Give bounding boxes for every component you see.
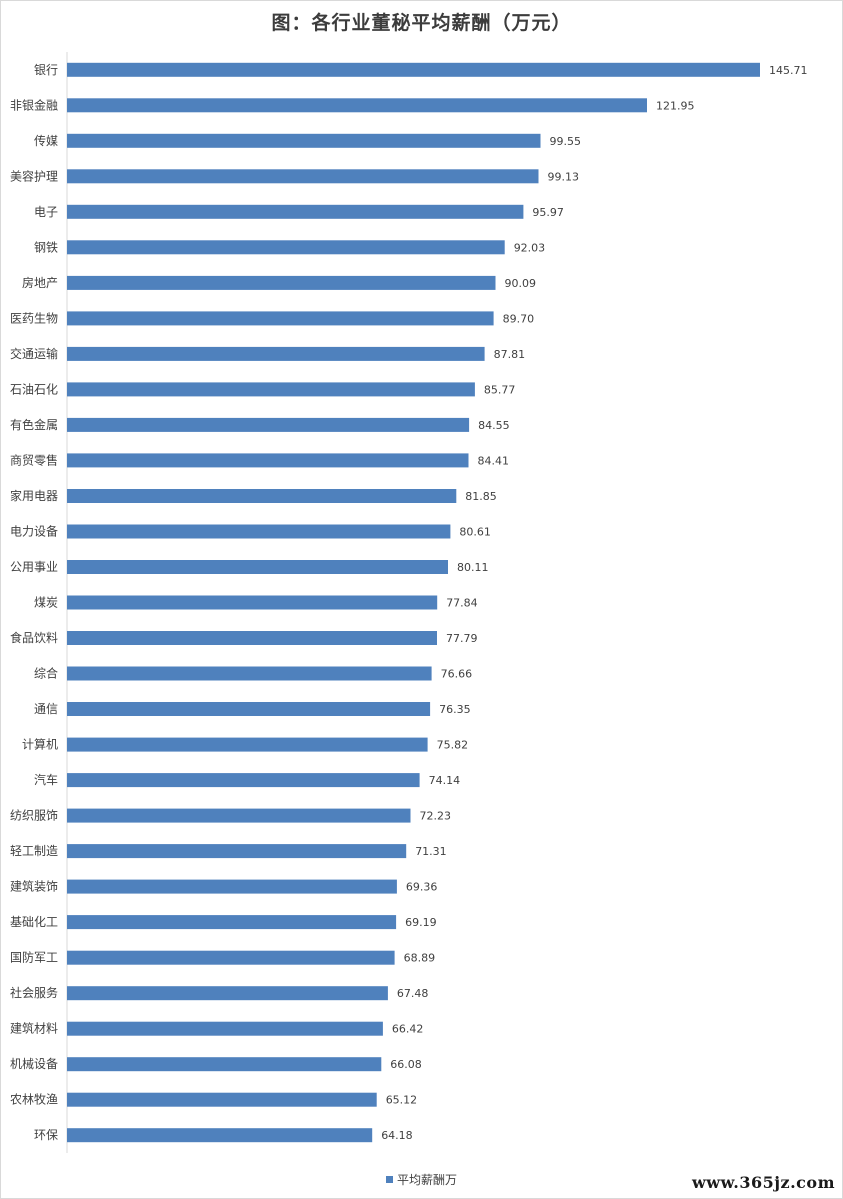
bar — [67, 62, 760, 77]
category-label: 通信 — [34, 702, 58, 716]
value-label: 65.12 — [386, 1094, 418, 1107]
value-label: 77.79 — [446, 632, 478, 645]
category-label: 非银金融 — [10, 97, 58, 112]
category-label: 公用事业 — [10, 560, 58, 574]
value-label: 81.85 — [465, 490, 497, 503]
category-label: 交通运输 — [10, 346, 58, 361]
bar — [67, 453, 469, 468]
value-label: 99.55 — [550, 135, 582, 148]
value-label: 84.41 — [478, 454, 510, 467]
bar — [67, 844, 407, 859]
value-label: 67.48 — [397, 987, 429, 1000]
category-label: 轻工制造 — [10, 844, 58, 858]
chart-title: 图：各行业董秘平均薪酬（万元） — [271, 12, 572, 34]
category-label: 计算机 — [22, 737, 58, 752]
bar — [67, 808, 411, 823]
bar — [67, 595, 438, 610]
value-label: 77.84 — [446, 597, 478, 610]
category-label: 商贸零售 — [10, 452, 58, 467]
bar — [67, 631, 437, 645]
bar — [67, 204, 524, 219]
value-label: 99.13 — [548, 170, 580, 183]
value-label: 87.81 — [494, 348, 525, 361]
category-label: 机械设备 — [10, 1056, 58, 1071]
bar — [67, 275, 496, 290]
category-label: 农林牧渔 — [10, 1093, 58, 1107]
watermark: www.365jz.com — [692, 1173, 835, 1192]
category-label: 钢铁 — [34, 240, 58, 254]
category-label: 综合 — [34, 666, 58, 681]
value-label: 84.55 — [478, 419, 510, 432]
bar — [67, 98, 647, 113]
category-label: 银行 — [34, 63, 58, 77]
category-label: 美容护理 — [10, 168, 58, 183]
category-label: 电子 — [34, 205, 58, 219]
bar — [67, 311, 494, 326]
category-label: 纺织服饰 — [10, 809, 58, 823]
bar — [67, 382, 475, 397]
value-label: 66.08 — [390, 1058, 422, 1071]
value-label: 80.11 — [457, 561, 489, 574]
category-label: 建筑装饰 — [10, 879, 58, 894]
bar — [67, 879, 397, 894]
bar — [67, 240, 505, 255]
bar — [67, 524, 451, 539]
value-label: 72.23 — [420, 810, 452, 823]
value-label: 69.36 — [406, 881, 438, 894]
value-label: 76.35 — [439, 703, 471, 716]
value-label: 68.89 — [404, 952, 436, 965]
bar — [67, 666, 432, 681]
value-label: 89.70 — [503, 312, 534, 325]
category-label: 医药生物 — [10, 311, 58, 325]
category-label: 社会服务 — [10, 985, 58, 1000]
value-label: 69.19 — [405, 916, 437, 929]
category-label: 有色金属 — [10, 417, 58, 432]
bar — [67, 1021, 383, 1036]
bar — [67, 417, 470, 432]
value-label: 75.82 — [437, 739, 469, 752]
category-label: 传媒 — [34, 133, 58, 148]
category-label: 家用电器 — [10, 488, 58, 503]
legend: 平均薪酬万 — [0, 1171, 843, 1188]
bar — [67, 737, 428, 752]
category-label: 国防军工 — [10, 950, 58, 965]
category-label: 电力设备 — [10, 525, 58, 539]
value-label: 90.09 — [505, 277, 537, 290]
bar — [67, 346, 485, 361]
value-label: 64.18 — [381, 1129, 413, 1142]
bar — [67, 1128, 373, 1143]
bar — [67, 489, 457, 503]
bar — [67, 950, 395, 965]
value-label: 92.03 — [514, 241, 546, 254]
value-label: 95.97 — [532, 206, 564, 219]
category-label: 汽车 — [34, 772, 58, 787]
bar — [67, 169, 539, 184]
value-label: 85.77 — [484, 383, 516, 396]
value-label: 66.42 — [392, 1023, 424, 1036]
category-label: 食品饮料 — [10, 630, 58, 645]
legend-label: 平均薪酬万 — [396, 1173, 457, 1187]
bar — [67, 773, 420, 788]
value-label: 74.14 — [429, 774, 461, 787]
category-label: 煤炭 — [34, 596, 58, 610]
category-label: 建筑材料 — [10, 1021, 58, 1036]
value-label: 71.31 — [415, 845, 447, 858]
value-label: 145.71 — [769, 64, 808, 77]
value-label: 121.95 — [656, 99, 695, 112]
category-label: 房地产 — [22, 275, 58, 290]
bar — [67, 702, 431, 716]
bar — [67, 133, 541, 148]
bar — [67, 915, 397, 930]
value-label: 80.61 — [459, 526, 491, 539]
value-label: 76.66 — [441, 668, 473, 681]
bar — [67, 1092, 377, 1107]
bar — [67, 1057, 382, 1072]
category-label: 基础化工 — [10, 915, 58, 929]
category-label: 环保 — [34, 1128, 58, 1142]
bar — [67, 560, 448, 574]
legend-swatch — [385, 1176, 393, 1183]
bar — [67, 986, 388, 1001]
category-label: 石油石化 — [10, 382, 58, 396]
